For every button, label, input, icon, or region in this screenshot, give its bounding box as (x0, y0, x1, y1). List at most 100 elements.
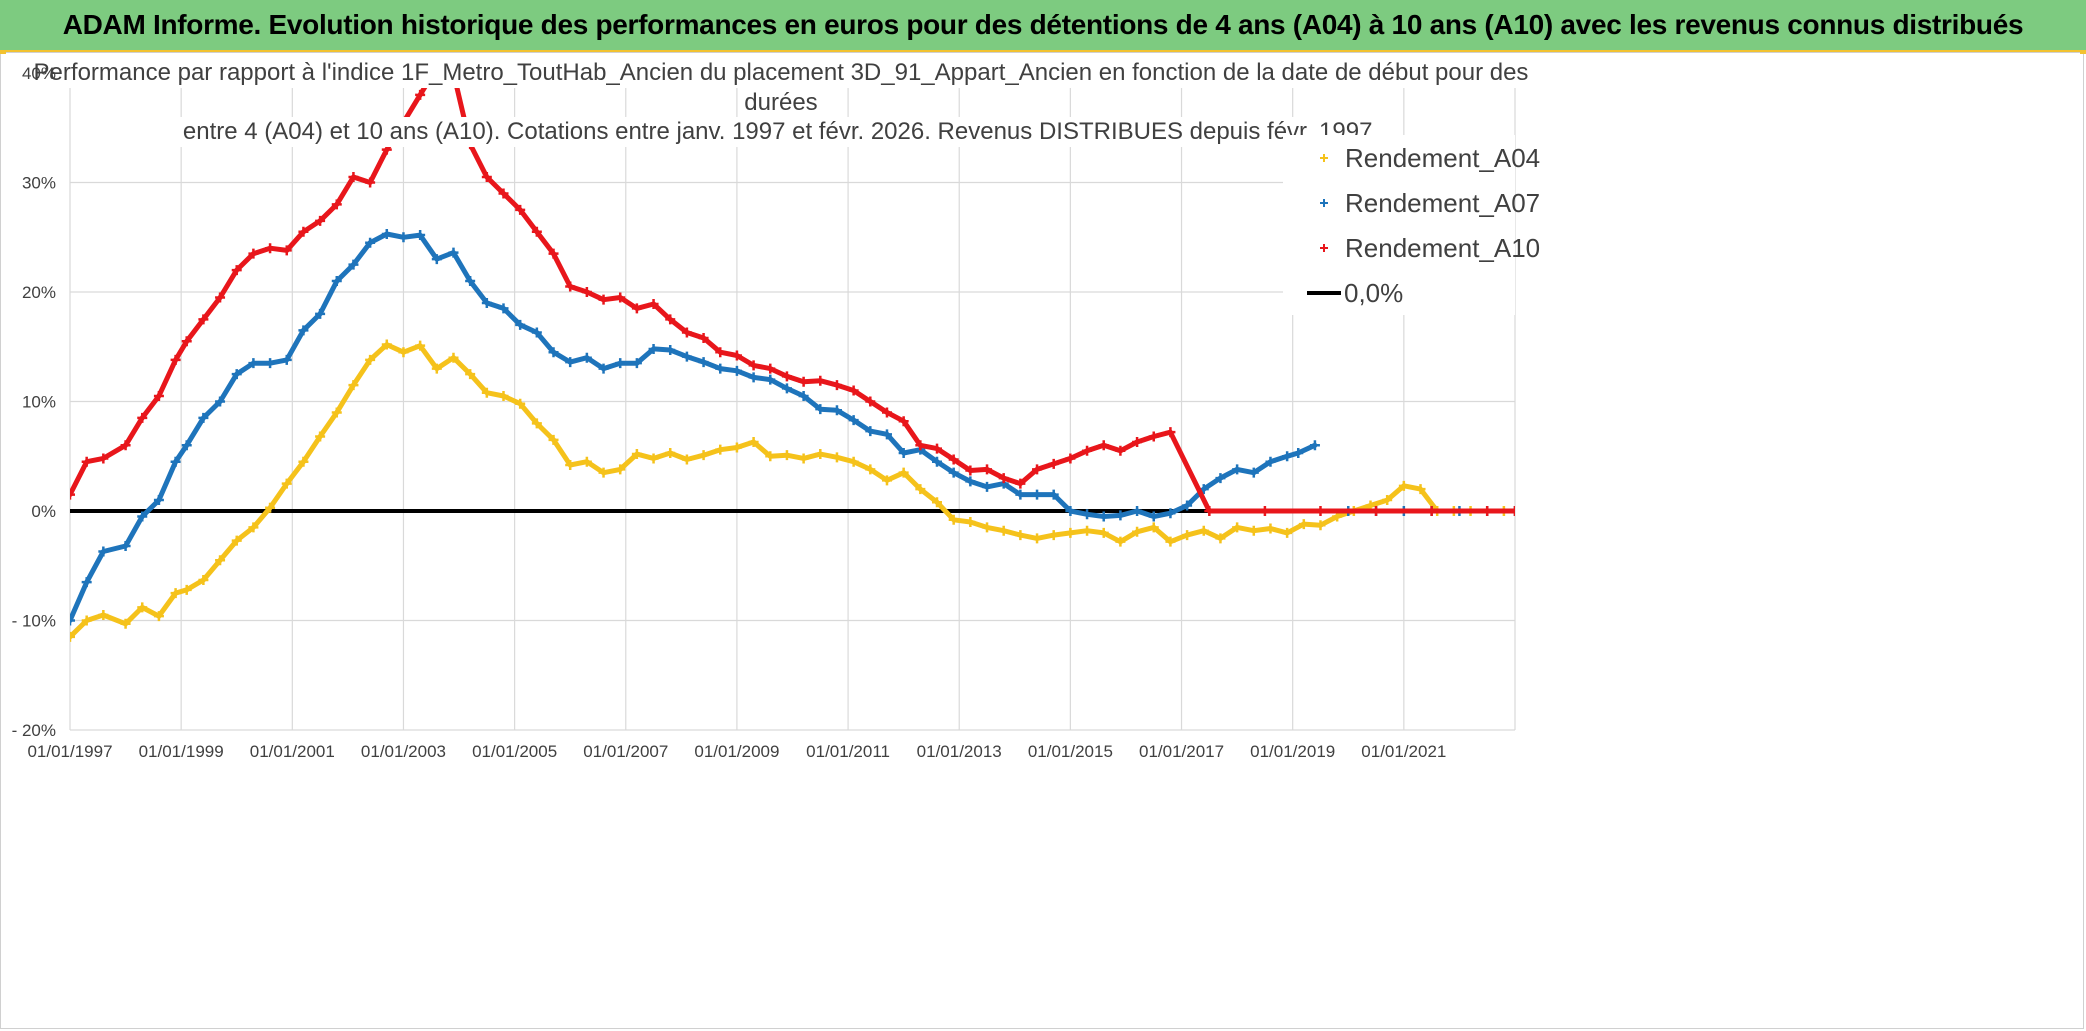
data-point (1082, 509, 1093, 520)
data-point (120, 541, 131, 552)
data-point (698, 357, 709, 368)
y-tick-label: - 20% (12, 721, 56, 740)
data-point (1015, 489, 1026, 500)
data-point (265, 243, 276, 254)
data-point (615, 358, 626, 369)
data-point (982, 522, 993, 533)
data-point (215, 555, 226, 566)
data-point (1182, 530, 1193, 541)
data-point (381, 228, 392, 239)
data-point (631, 358, 642, 369)
title-backdrop (740, 88, 822, 118)
data-point (1015, 478, 1026, 489)
data-point (98, 453, 109, 464)
data-point (198, 314, 209, 325)
data-point (781, 371, 792, 382)
report-title: ADAM Informe. Evolution historique des p… (62, 9, 2024, 40)
title-backdrop (29, 58, 1533, 88)
data-point (1115, 536, 1126, 547)
data-point (198, 412, 209, 423)
data-point (631, 449, 642, 460)
data-point (1098, 511, 1109, 522)
data-point (915, 484, 926, 495)
legend-label: Rendement_A10 (1345, 233, 1540, 263)
data-point (448, 352, 459, 363)
data-point (331, 407, 342, 418)
x-tick-label: 01/01/1999 (139, 742, 224, 761)
data-point (181, 440, 192, 451)
data-point (170, 588, 181, 599)
data-point (1510, 506, 1515, 516)
data-point (120, 618, 131, 629)
data-point (170, 456, 181, 467)
data-point (798, 391, 809, 402)
data-point (398, 347, 409, 358)
data-point (1082, 525, 1093, 536)
data-point (815, 449, 826, 460)
data-point (898, 467, 909, 478)
data-point (515, 204, 526, 215)
data-point (1015, 530, 1026, 541)
data-point (715, 363, 726, 374)
x-tick-label: 01/01/2003 (361, 742, 446, 761)
data-point (948, 514, 959, 525)
data-point (1098, 440, 1109, 451)
data-point (215, 292, 226, 303)
data-point (1165, 427, 1176, 438)
x-tick-label: 01/01/2015 (1028, 742, 1113, 761)
data-point (881, 407, 892, 418)
data-point (932, 443, 942, 454)
data-point (1248, 467, 1259, 478)
data-point (1248, 525, 1259, 536)
data-point (1426, 506, 1437, 516)
data-point (1293, 447, 1304, 458)
data-point (1298, 519, 1309, 530)
data-point (498, 188, 509, 199)
data-point (381, 339, 392, 350)
y-tick-label: 0% (31, 502, 56, 521)
x-tick-label: 01/01/2001 (250, 742, 335, 761)
legend-item: Rendement_A07 (1320, 188, 1540, 218)
data-point (848, 456, 859, 467)
x-tick-label: 01/01/2021 (1361, 742, 1446, 761)
legend-label: 0,0% (1344, 278, 1403, 308)
legend-item: 0,0% (1307, 278, 1403, 308)
data-point (715, 444, 726, 455)
data-point (1215, 473, 1226, 484)
data-point (415, 340, 426, 351)
data-point (415, 230, 426, 241)
data-point (915, 440, 926, 451)
data-point (1148, 511, 1159, 522)
data-point (1032, 533, 1043, 544)
data-point (1032, 464, 1043, 475)
data-point (481, 172, 492, 183)
data-point (1232, 522, 1243, 533)
data-point (715, 347, 726, 358)
data-point (1282, 451, 1293, 462)
data-point (631, 303, 642, 314)
data-point (365, 177, 376, 188)
x-tick-label: 01/01/2013 (917, 742, 1002, 761)
data-point (665, 314, 676, 325)
data-point (548, 248, 559, 259)
data-point (1132, 526, 1143, 537)
data-point (231, 369, 242, 380)
data-point (398, 232, 409, 243)
data-point (815, 404, 826, 415)
data-point (281, 354, 292, 365)
data-point (698, 332, 709, 343)
data-point (581, 352, 592, 363)
data-point (731, 350, 742, 361)
data-point (1132, 506, 1143, 516)
data-point (781, 450, 792, 461)
data-point (765, 374, 776, 385)
data-point (831, 380, 842, 391)
frame-corner-left (0, 50, 6, 54)
data-point (965, 465, 976, 476)
data-point (331, 199, 342, 210)
x-tick-label: 01/01/2017 (1139, 742, 1224, 761)
data-point (265, 358, 276, 369)
data-point (865, 426, 876, 437)
data-point (248, 358, 259, 369)
data-point (531, 226, 542, 237)
